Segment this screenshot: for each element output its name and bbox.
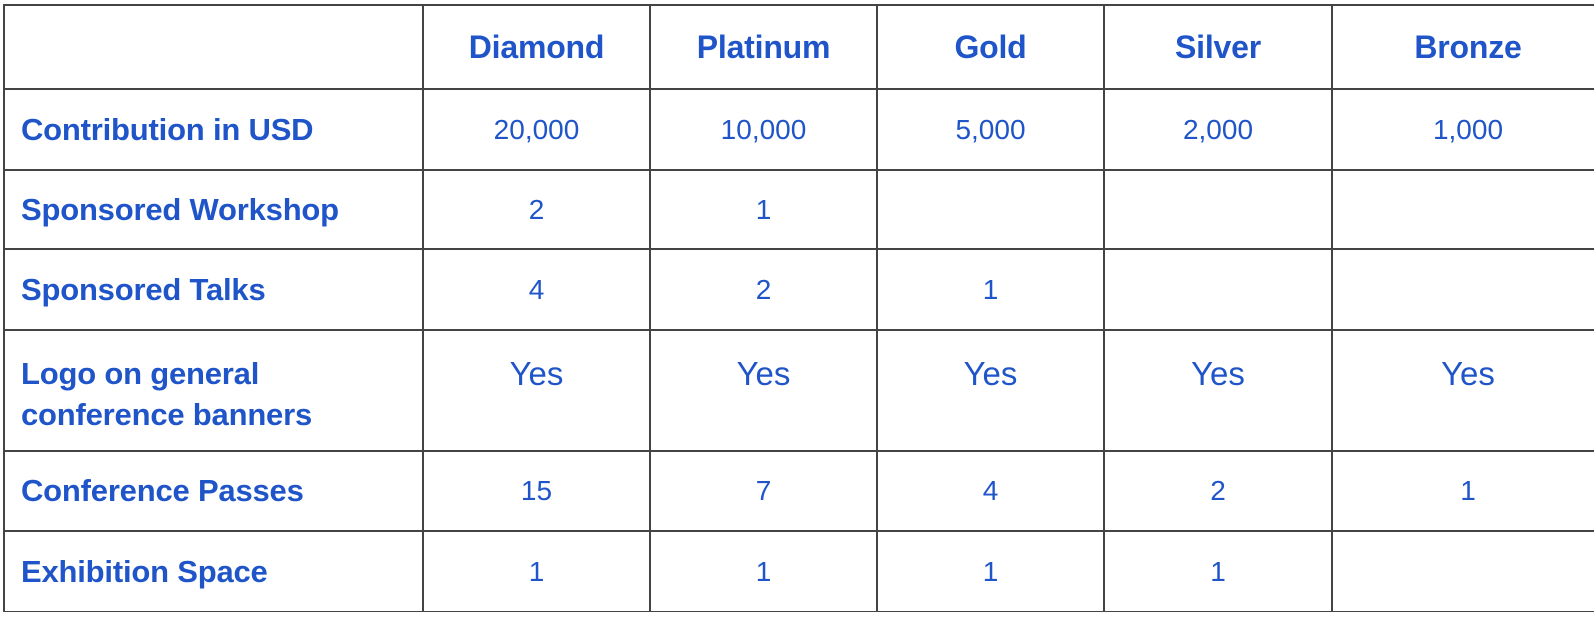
table-row-passes: Conference Passes 15 7 4 2 1 bbox=[3, 450, 1594, 532]
table-cell: 1 bbox=[1331, 450, 1594, 532]
table-cell bbox=[1103, 248, 1333, 331]
table-cell: 1,000 bbox=[1331, 88, 1594, 171]
table-cell bbox=[1331, 530, 1594, 612]
row-label: Logo on general conference banners bbox=[3, 329, 424, 452]
table-cell: 1 bbox=[649, 169, 878, 250]
table-cell: 1 bbox=[649, 530, 878, 612]
table-row-talks: Sponsored Talks 4 2 1 bbox=[3, 248, 1594, 331]
table-cell bbox=[876, 169, 1105, 250]
table-cell: Yes bbox=[1331, 329, 1594, 452]
table-cell: 1 bbox=[1103, 530, 1333, 612]
table-cell: 2,000 bbox=[1103, 88, 1333, 171]
table-row-logo: Logo on general conference banners Yes Y… bbox=[3, 329, 1594, 452]
table-cell: 4 bbox=[876, 450, 1105, 532]
table-cell: 2 bbox=[1103, 450, 1333, 532]
table-row-contribution: Contribution in USD 20,000 10,000 5,000 … bbox=[3, 88, 1594, 171]
table-cell: 2 bbox=[422, 169, 651, 250]
tier-header-row: Diamond Platinum Gold Silver Bronze bbox=[3, 4, 1594, 90]
table-cell: Yes bbox=[649, 329, 878, 452]
table-cell: 1 bbox=[876, 530, 1105, 612]
sponsorship-tiers-table: Diamond Platinum Gold Silver Bronze Cont… bbox=[3, 4, 1594, 612]
table-cell: 15 bbox=[422, 450, 651, 532]
table-cell: 5,000 bbox=[876, 88, 1105, 171]
table-row-exhibition: Exhibition Space 1 1 1 1 bbox=[3, 530, 1594, 612]
table-cell: 1 bbox=[422, 530, 651, 612]
row-label: Sponsored Talks bbox=[3, 248, 424, 331]
table-cell: 2 bbox=[649, 248, 878, 331]
table-cell: 1 bbox=[876, 248, 1105, 331]
header-silver: Silver bbox=[1103, 4, 1333, 90]
table-cell: Yes bbox=[876, 329, 1105, 452]
table-cell: Yes bbox=[422, 329, 651, 452]
row-label: Contribution in USD bbox=[3, 88, 424, 171]
table-cell: 4 bbox=[422, 248, 651, 331]
row-label: Conference Passes bbox=[3, 450, 424, 532]
header-corner-cell bbox=[3, 4, 424, 90]
table-cell bbox=[1103, 169, 1333, 250]
row-label: Exhibition Space bbox=[3, 530, 424, 612]
header-bronze: Bronze bbox=[1331, 4, 1594, 90]
table-cell: 10,000 bbox=[649, 88, 878, 171]
header-diamond: Diamond bbox=[422, 4, 651, 90]
table-cell bbox=[1331, 169, 1594, 250]
table-cell: 7 bbox=[649, 450, 878, 532]
header-platinum: Platinum bbox=[649, 4, 878, 90]
table-cell bbox=[1331, 248, 1594, 331]
table-row-workshop: Sponsored Workshop 2 1 bbox=[3, 169, 1594, 250]
table-cell: 20,000 bbox=[422, 88, 651, 171]
sponsorship-table-frame: Diamond Platinum Gold Silver Bronze Cont… bbox=[3, 4, 1594, 612]
table-cell: Yes bbox=[1103, 329, 1333, 452]
header-gold: Gold bbox=[876, 4, 1105, 90]
row-label: Sponsored Workshop bbox=[3, 169, 424, 250]
